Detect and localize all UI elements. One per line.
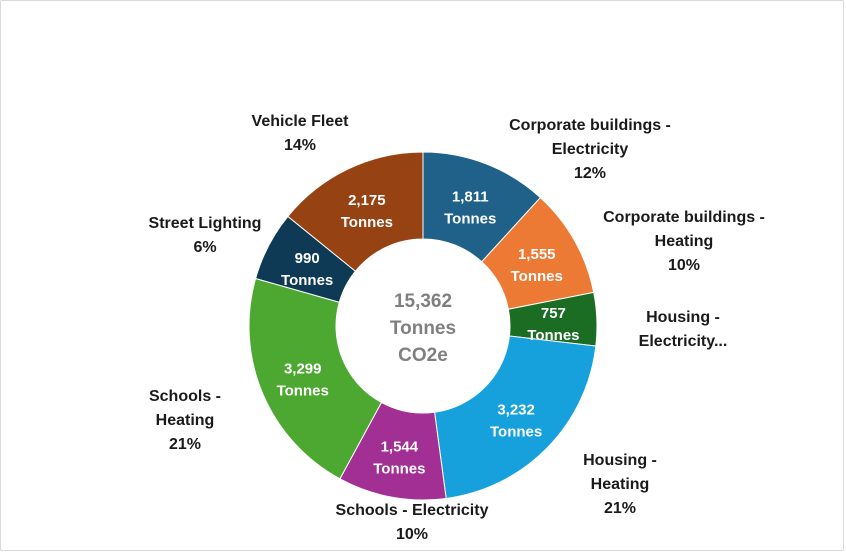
segment-value-4: 1,544 <box>381 438 419 455</box>
label-name: Street Lighting <box>148 215 262 232</box>
segment-unit-5: Tonnes <box>277 383 329 400</box>
center-total-label: 15,362 Tonnes CO2e <box>390 291 456 366</box>
label-corporate-heating: Corporate buildings - Heating 10% <box>564 206 804 278</box>
segment-value-0: 1,811 <box>452 188 489 205</box>
label-housing-electricity: Housing - Electricity... <box>600 306 766 354</box>
segment-unit-4: Tonnes <box>373 460 425 477</box>
label-percent: 10% <box>395 526 429 543</box>
segment-unit-7: Tonnes <box>341 214 393 231</box>
segment-value-1: 1,555 <box>518 246 556 263</box>
label-percent: 10% <box>667 257 701 274</box>
segment-unit-6: Tonnes <box>281 272 333 289</box>
label-vehicle-fleet: Vehicle Fleet 14% <box>220 110 380 158</box>
label-name: Schools - Electricity <box>335 502 489 519</box>
label-name: Housing - <box>583 452 657 469</box>
segment-unit-2: Tonnes <box>527 327 579 344</box>
segment-value-6: 990 <box>295 250 320 267</box>
center-total-value: 15,362 <box>394 291 452 312</box>
label-name: Heating <box>155 412 215 429</box>
label-name: Corporate buildings - <box>603 209 765 226</box>
label-schools-heating: Schools - Heating 21% <box>120 385 250 457</box>
segment-unit-1: Tonnes <box>511 268 563 285</box>
segment-value-5: 3,299 <box>284 361 322 378</box>
segment-unit-0: Tonnes <box>444 210 496 227</box>
label-name: Heating <box>590 476 650 493</box>
segment-unit-3: Tonnes <box>490 423 542 440</box>
segment-value-2: 757 <box>541 305 566 322</box>
segment-value-3: 3,232 <box>497 401 535 418</box>
center-total-unit: Tonnes <box>390 318 456 339</box>
label-percent: 12% <box>573 165 607 182</box>
label-housing-heating: Housing - Heating 21% <box>550 449 690 521</box>
label-percent: 14% <box>283 137 317 154</box>
label-name: Housing - <box>646 309 720 326</box>
donut-segment-5 <box>248 277 383 480</box>
label-name: Electricity <box>551 141 629 158</box>
center-total-gas: CO2e <box>398 345 448 366</box>
segment-value-labels: 1,811 Tonnes 1,555 Tonnes 757 Tonnes 3,232 Tonn… <box>277 188 580 477</box>
label-name: Heating <box>654 233 714 250</box>
donut-segments <box>248 151 598 501</box>
label-name: Vehicle Fleet <box>251 113 349 130</box>
label-percent: 21% <box>168 436 202 453</box>
segment-value-7: 2,175 <box>348 192 386 209</box>
label-street-lighting: Street Lighting 6% <box>125 212 285 260</box>
label-corporate-electricity: Corporate buildings - Electricity 12% <box>470 114 710 186</box>
label-name: Electricity... <box>638 333 728 350</box>
label-percent: 21% <box>603 500 637 517</box>
donut-segment-3 <box>434 335 597 500</box>
label-percent: 6% <box>193 239 217 256</box>
label-name: Corporate buildings - <box>509 117 671 134</box>
label-name: Schools - <box>148 388 221 405</box>
label-schools-electricity: Schools - Electricity 10% <box>302 499 522 547</box>
donut-segment-7 <box>287 151 424 272</box>
